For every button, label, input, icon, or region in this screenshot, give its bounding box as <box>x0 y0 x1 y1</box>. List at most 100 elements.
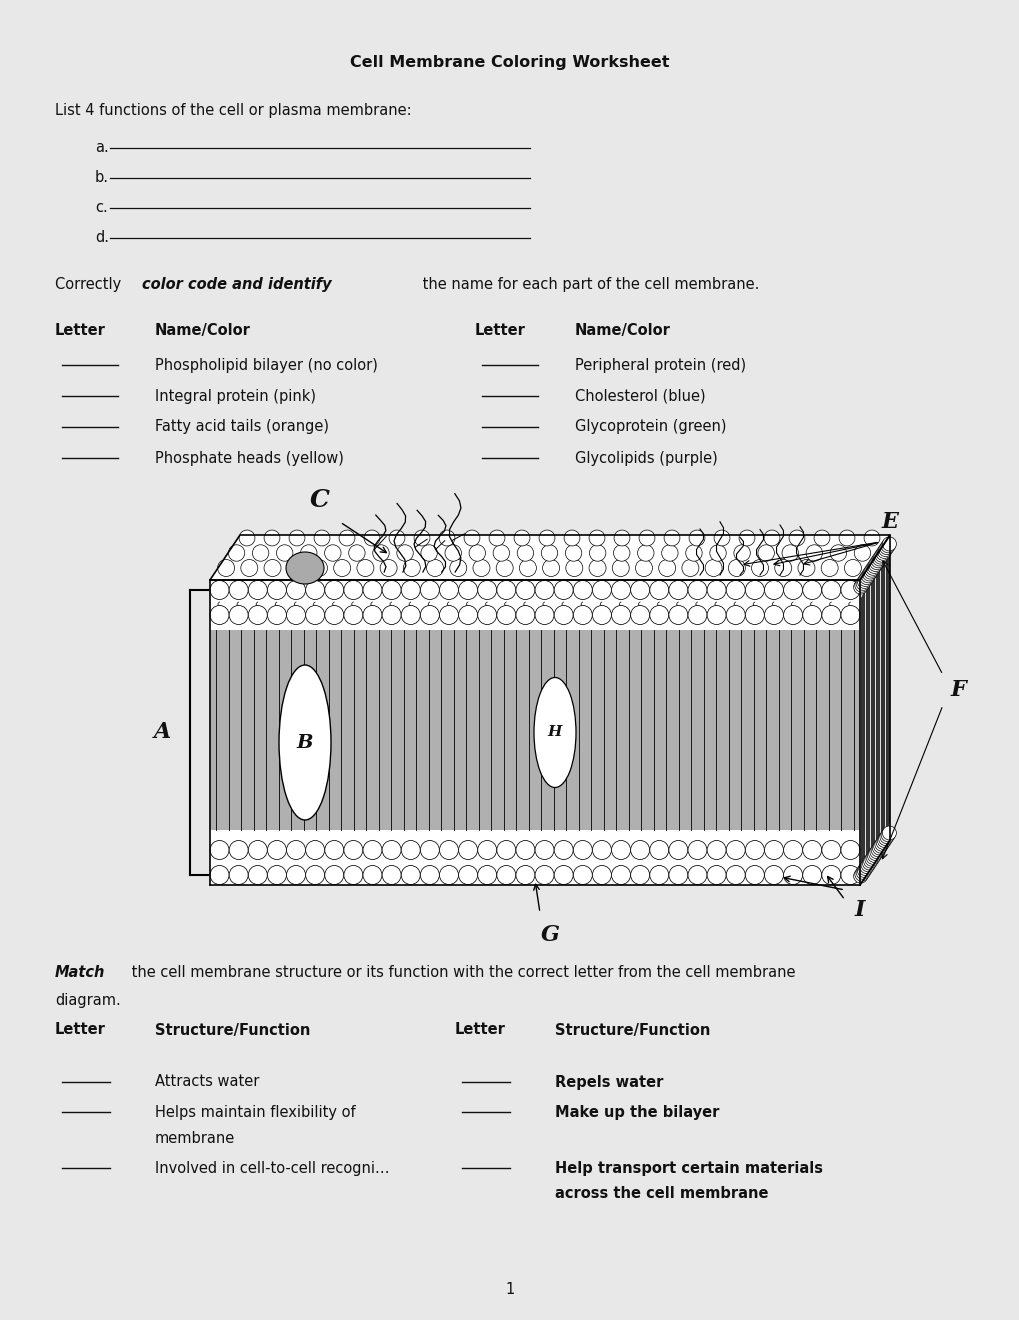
Circle shape <box>865 561 879 576</box>
Circle shape <box>630 581 649 599</box>
Circle shape <box>805 545 821 561</box>
Circle shape <box>858 862 872 875</box>
Circle shape <box>635 560 652 577</box>
Text: Attracts water: Attracts water <box>155 1074 259 1089</box>
Text: membrane: membrane <box>155 1130 235 1146</box>
Circle shape <box>733 545 750 561</box>
Circle shape <box>649 841 668 859</box>
Circle shape <box>210 866 229 884</box>
Circle shape <box>396 545 413 561</box>
Circle shape <box>348 545 365 561</box>
Text: G: G <box>540 924 559 946</box>
Circle shape <box>661 545 678 561</box>
Circle shape <box>876 833 891 847</box>
Circle shape <box>871 841 886 855</box>
Circle shape <box>400 606 420 624</box>
Circle shape <box>668 606 687 624</box>
Circle shape <box>495 560 513 577</box>
Circle shape <box>314 531 329 546</box>
Circle shape <box>564 531 580 546</box>
Circle shape <box>763 581 783 599</box>
Text: the cell membrane structure or its function with the correct letter from the cel: the cell membrane structure or its funct… <box>127 965 795 979</box>
Circle shape <box>751 560 767 577</box>
Circle shape <box>639 531 654 546</box>
Circle shape <box>276 545 292 561</box>
Circle shape <box>839 531 854 546</box>
Circle shape <box>382 841 400 859</box>
Circle shape <box>439 866 458 884</box>
Text: H: H <box>547 726 561 739</box>
Text: Cell Membrane Coloring Worksheet: Cell Membrane Coloring Worksheet <box>350 54 669 70</box>
Circle shape <box>228 545 245 561</box>
Circle shape <box>496 581 516 599</box>
Circle shape <box>745 866 763 884</box>
Circle shape <box>706 866 726 884</box>
Circle shape <box>210 581 229 599</box>
Circle shape <box>380 560 396 577</box>
Circle shape <box>876 544 891 558</box>
Polygon shape <box>210 535 890 579</box>
Circle shape <box>421 545 437 561</box>
Circle shape <box>840 606 859 624</box>
Circle shape <box>267 606 286 624</box>
Text: Letter: Letter <box>475 322 526 338</box>
Circle shape <box>333 560 351 577</box>
Circle shape <box>869 556 883 570</box>
Circle shape <box>880 828 895 842</box>
Circle shape <box>310 560 327 577</box>
Circle shape <box>745 841 763 859</box>
Text: F: F <box>949 678 965 701</box>
Circle shape <box>820 560 838 577</box>
Circle shape <box>287 560 304 577</box>
Circle shape <box>535 606 553 624</box>
Circle shape <box>860 858 874 871</box>
Circle shape <box>565 545 581 561</box>
Circle shape <box>553 866 573 884</box>
Circle shape <box>630 606 649 624</box>
Circle shape <box>821 606 840 624</box>
Circle shape <box>868 557 881 572</box>
Circle shape <box>637 545 653 561</box>
Circle shape <box>871 552 886 566</box>
Circle shape <box>870 554 884 568</box>
Text: diagram.: diagram. <box>55 993 120 1007</box>
Circle shape <box>517 545 533 561</box>
Text: Integral protein (pink): Integral protein (pink) <box>155 388 316 404</box>
Circle shape <box>863 565 876 579</box>
Circle shape <box>238 531 255 546</box>
Circle shape <box>288 531 305 546</box>
Circle shape <box>649 866 668 884</box>
Circle shape <box>264 531 279 546</box>
Circle shape <box>763 606 783 624</box>
Circle shape <box>444 545 461 561</box>
Circle shape <box>477 581 496 599</box>
Circle shape <box>688 841 706 859</box>
Circle shape <box>857 863 870 878</box>
Circle shape <box>713 531 730 546</box>
Circle shape <box>872 840 887 853</box>
Circle shape <box>573 841 592 859</box>
Circle shape <box>855 577 869 590</box>
Circle shape <box>728 560 745 577</box>
Circle shape <box>363 581 382 599</box>
Circle shape <box>363 841 382 859</box>
Circle shape <box>840 841 859 859</box>
Circle shape <box>248 606 267 624</box>
Circle shape <box>802 866 821 884</box>
Circle shape <box>868 846 881 861</box>
Circle shape <box>866 560 880 573</box>
Circle shape <box>343 581 363 599</box>
Text: Involved in cell-to-cell recogni…: Involved in cell-to-cell recogni… <box>155 1160 389 1176</box>
Circle shape <box>566 560 582 577</box>
Circle shape <box>324 545 340 561</box>
Circle shape <box>840 866 859 884</box>
Circle shape <box>874 837 888 851</box>
Bar <box>210 630 859 830</box>
Ellipse shape <box>279 665 331 820</box>
Circle shape <box>789 531 804 546</box>
Circle shape <box>459 606 477 624</box>
Text: C: C <box>310 488 329 512</box>
Circle shape <box>864 564 878 577</box>
Circle shape <box>248 866 267 884</box>
Circle shape <box>864 853 878 866</box>
